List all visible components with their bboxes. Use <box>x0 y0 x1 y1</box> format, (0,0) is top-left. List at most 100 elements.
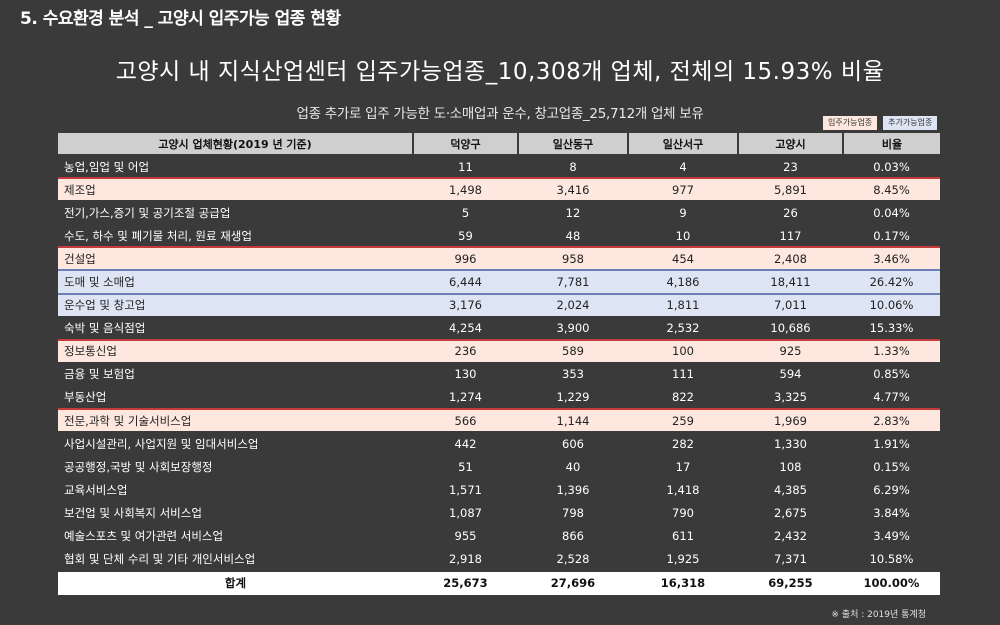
table-cell: 2,675 <box>738 500 843 525</box>
table-cell: 4,385 <box>738 477 843 502</box>
table-cell: 798 <box>518 500 628 525</box>
table-header-row: 고양시 업체현황(2019 년 기준) 덕양구 일산동구 일산서구 고양시 비율 <box>58 133 940 155</box>
table-cell: 5 <box>413 200 518 225</box>
table-cell: 0.15% <box>843 454 940 479</box>
table-row: 도매 및 소매업 6,444 7,781 4,186 18,411 26.42% <box>58 269 940 294</box>
total-cell: 16,318 <box>628 569 738 595</box>
industry-name: 숙박 및 음식점업 <box>58 315 413 340</box>
industry-table: 고양시 업체현황(2019 년 기준) 덕양구 일산동구 일산서구 고양시 비율 농업,임… <box>58 133 940 595</box>
table-cell: 958 <box>518 246 628 271</box>
table-cell: 10.06% <box>843 292 940 317</box>
table-cell: 2,432 <box>738 523 843 548</box>
table-cell: 7,371 <box>738 546 843 571</box>
industry-name: 사업시설관리, 사업지원 및 임대서비스업 <box>58 431 413 456</box>
table-cell: 100 <box>628 338 738 363</box>
table-cell: 866 <box>518 523 628 548</box>
table-cell: 4,254 <box>413 315 518 340</box>
table-cell: 0.04% <box>843 200 940 225</box>
table-cell: 108 <box>738 454 843 479</box>
legend-move-label: 입주가능업종 <box>823 116 878 130</box>
table-cell: 589 <box>518 338 628 363</box>
table-cell: 26 <box>738 200 843 225</box>
table-cell: 1.33% <box>843 338 940 363</box>
table-cell: 3.46% <box>843 246 940 271</box>
table-cell: 10.58% <box>843 546 940 571</box>
table-cell: 2,528 <box>518 546 628 571</box>
table-cell: 4 <box>628 153 738 179</box>
column-header: 고양시 <box>737 133 843 155</box>
table-cell: 10 <box>628 223 738 248</box>
table-row: 금융 및 보험업 130 353 111 594 0.85% <box>58 361 940 386</box>
table-cell: 40 <box>518 454 628 479</box>
industry-name: 부동산업 <box>58 384 413 410</box>
table-cell: 51 <box>413 454 518 479</box>
column-header: 일산서구 <box>627 133 738 155</box>
industry-name: 운수업 및 창고업 <box>58 292 413 317</box>
table-cell: 4,186 <box>628 269 738 294</box>
table-cell: 3,900 <box>518 315 628 340</box>
table-cell: 1,229 <box>518 384 628 410</box>
table-cell: 1,274 <box>413 384 518 410</box>
table-cell: 282 <box>628 431 738 456</box>
industry-name: 예술스포츠 및 여가관련 서비스업 <box>58 523 413 548</box>
table-cell: 17 <box>628 454 738 479</box>
table-cell: 111 <box>628 361 738 386</box>
column-header: 덕양구 <box>412 133 518 155</box>
table-cell: 1,498 <box>413 177 518 202</box>
table-body: 농업,임업 및 어업 11 8 4 23 0.03% 제조업 1,498 3,416 977 5,8… <box>58 153 940 595</box>
table-cell: 2,024 <box>518 292 628 317</box>
table-cell: 1,418 <box>628 477 738 502</box>
table-row: 보건업 및 사회복지 서비스업 1,087 798 790 2,675 3.84% <box>58 500 940 525</box>
table-row: 숙박 및 음식점업 4,254 3,900 2,532 10,686 15.33% <box>58 315 940 340</box>
column-header: 비율 <box>842 133 940 155</box>
table-cell: 26.42% <box>843 269 940 294</box>
table-cell: 1,330 <box>738 431 843 456</box>
table-cell: 259 <box>628 408 738 433</box>
table-cell: 6.29% <box>843 477 940 502</box>
table-cell: 1,811 <box>628 292 738 317</box>
industry-name: 건설업 <box>58 246 413 271</box>
table-cell: 955 <box>413 523 518 548</box>
table-cell: 2,408 <box>738 246 843 271</box>
table-cell: 23 <box>738 153 843 179</box>
table-cell: 996 <box>413 246 518 271</box>
table-cell: 454 <box>628 246 738 271</box>
industry-name: 전기,가스,증기 및 공기조절 공급업 <box>58 200 413 225</box>
column-header: 일산동구 <box>517 133 628 155</box>
industry-name: 금융 및 보험업 <box>58 361 413 386</box>
table-cell: 59 <box>413 223 518 248</box>
table-row: 건설업 996 958 454 2,408 3.46% <box>58 246 940 271</box>
industry-name: 전문,과학 및 기술서비스업 <box>58 408 413 433</box>
total-label: 합계 <box>58 569 413 595</box>
table-cell: 4.77% <box>843 384 940 410</box>
table-cell: 130 <box>413 361 518 386</box>
table-row: 예술스포츠 및 여가관련 서비스업 955 866 611 2,432 3.49% <box>58 523 940 548</box>
table-cell: 790 <box>628 500 738 525</box>
table-cell: 3.84% <box>843 500 940 525</box>
headline: 고양시 내 지식산업센터 입주가능업종_10,308개 업체, 전체의 15.9… <box>115 59 885 85</box>
table-row: 부동산업 1,274 1,229 822 3,325 4.77% <box>58 384 940 410</box>
table-cell: 6,444 <box>413 269 518 294</box>
table-cell: 18,411 <box>738 269 843 294</box>
table-cell: 822 <box>628 384 738 410</box>
table-row: 수도, 하수 및 폐기물 처리, 원료 재생업 59 48 10 117 0.17% <box>58 223 940 248</box>
table-cell: 0.85% <box>843 361 940 386</box>
industry-name: 협회 및 단체 수리 및 기타 개인서비스업 <box>58 546 413 571</box>
column-header: 고양시 업체현황(2019 년 기준) <box>58 133 413 155</box>
industry-name: 농업,임업 및 어업 <box>58 153 413 179</box>
table-cell: 3.49% <box>843 523 940 548</box>
total-cell: 27,696 <box>518 569 628 595</box>
subheadline: 업종 추가로 입주 가능한 도·소매업과 운수, 창고업종_25,712개 업체… <box>296 106 704 122</box>
table-row: 전문,과학 및 기술서비스업 566 1,144 259 1,969 2.83% <box>58 408 940 433</box>
table-cell: 3,176 <box>413 292 518 317</box>
table-cell: 925 <box>738 338 843 363</box>
table-cell: 611 <box>628 523 738 548</box>
table-row: 제조업 1,498 3,416 977 5,891 8.45% <box>58 177 940 202</box>
table-row: 운수업 및 창고업 3,176 2,024 1,811 7,011 10.06% <box>58 292 940 317</box>
table-cell: 8.45% <box>843 177 940 202</box>
industry-name: 제조업 <box>58 177 413 202</box>
table-cell: 12 <box>518 200 628 225</box>
table-cell: 2.83% <box>843 408 940 433</box>
table-row: 사업시설관리, 사업지원 및 임대서비스업 442 606 282 1,330 1.91% <box>58 431 940 456</box>
table-row: 정보통신업 236 589 100 925 1.33% <box>58 338 940 363</box>
